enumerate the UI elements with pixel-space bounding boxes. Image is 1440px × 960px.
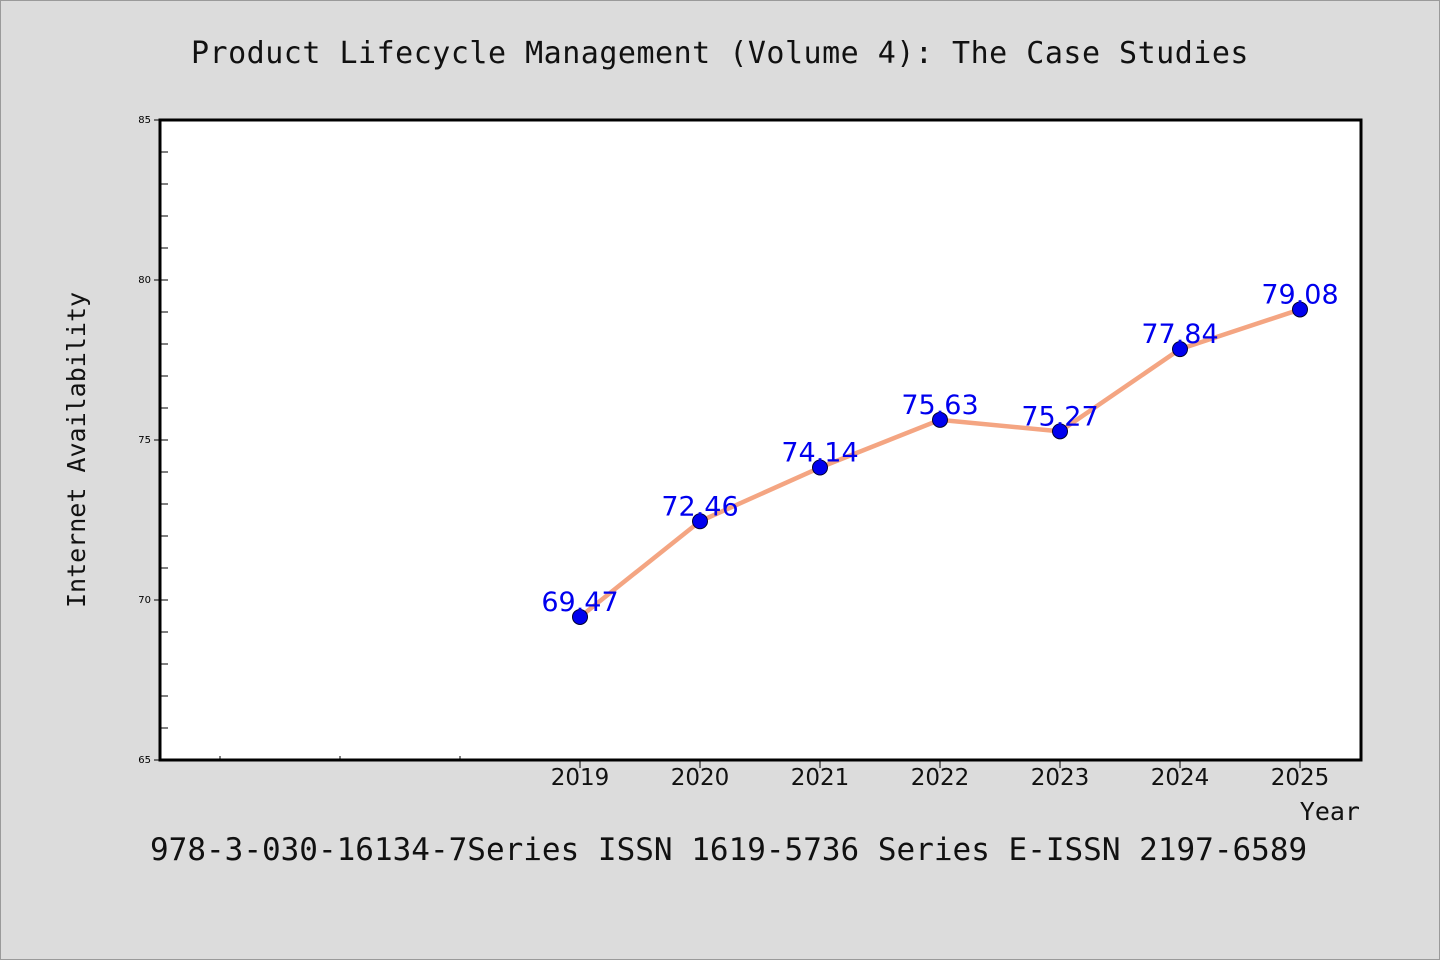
- chart-title: Product Lifecycle Management (Volume 4):…: [190, 36, 1249, 71]
- data-point: [932, 411, 948, 428]
- y-tick-label: 85: [138, 115, 151, 126]
- data-label: 74.14: [781, 438, 858, 469]
- x-tick-label: 2021: [791, 765, 850, 791]
- y-axis-label: Internet Availability: [62, 292, 91, 608]
- data-label: 79.08: [1261, 279, 1338, 310]
- y-tick-label: 75: [138, 435, 151, 446]
- x-tick-label: 2019: [551, 765, 610, 791]
- x-axis-label: Year: [1300, 797, 1360, 826]
- data-point: [572, 608, 588, 625]
- plot-border: [158, 118, 1363, 762]
- x-tick-label: 2022: [911, 765, 970, 791]
- x-tick-label: 2024: [1151, 765, 1210, 791]
- series-group: 69.47 72.46 74.14 75.63 75.27 77.84 79.08: [541, 279, 1339, 625]
- data-label: 69.47: [541, 587, 618, 618]
- data-label: 77.84: [1141, 319, 1218, 350]
- data-point: [1292, 301, 1308, 318]
- data-label: 72.46: [661, 491, 738, 522]
- x-tick-label: 2023: [1031, 765, 1090, 791]
- isbn-issn-footer: 978-3-030-16134-7Series ISSN 1619-5736 S…: [150, 832, 1308, 868]
- data-label: 75.27: [1021, 401, 1098, 432]
- data-point: [812, 459, 828, 476]
- y-axis-ticks: 65 70 75 80 85: [138, 115, 160, 766]
- x-tick-label: 2025: [1271, 765, 1330, 791]
- y-tick-label: 65: [138, 755, 151, 766]
- x-tick-label: 2020: [671, 765, 730, 791]
- data-point: [1172, 341, 1188, 358]
- data-point: [692, 513, 708, 530]
- data-label: 75.63: [901, 390, 978, 421]
- plot-area: [160, 120, 1361, 760]
- y-tick-label: 80: [138, 275, 151, 286]
- y-tick-label: 70: [138, 595, 151, 606]
- x-axis-ticks: 2019 2020 2021 2022 2023 2024 2025: [551, 760, 1330, 791]
- data-point: [1052, 423, 1068, 440]
